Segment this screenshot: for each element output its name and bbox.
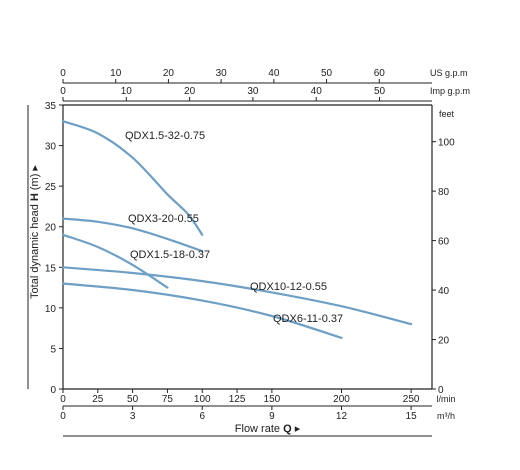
series-line: [61, 233, 169, 289]
y2-tick-label: 60: [438, 237, 450, 248]
series-label: QDX10-12-0.55: [250, 281, 327, 293]
us-gpm-tick-label: 40: [268, 68, 280, 79]
imp-gpm-tick-label: 30: [247, 86, 259, 97]
x2-tick-label: 12: [336, 411, 348, 422]
y-tick-label: 10: [45, 304, 57, 315]
y-tick-label: 5: [50, 344, 56, 355]
y-tick-label: 20: [45, 223, 57, 234]
x2-tick-label: 15: [406, 411, 418, 422]
imp-gpm-tick-label: 50: [374, 86, 386, 97]
x-tick-label: 0: [60, 394, 66, 405]
x2-tick-label: 6: [199, 411, 205, 422]
imp-gpm-tick-label: 20: [184, 86, 196, 97]
series-line: [61, 266, 413, 326]
x-tick-label: 150: [264, 394, 281, 405]
imp-gpm-tick-label: 0: [60, 86, 66, 97]
series-line: [61, 217, 204, 253]
x-tick-label: 200: [333, 394, 350, 405]
series-label: QDX6-11-0.37: [273, 313, 343, 325]
us-gpm-tick-label: 20: [163, 68, 175, 79]
y2-tick-label: 80: [438, 187, 450, 198]
series-label: QDX1.5-32-0.75: [125, 130, 205, 142]
imp-gpm-unit-label: Imp g.p.m: [430, 86, 470, 96]
y-tick-label: 15: [45, 263, 57, 274]
us-gpm-tick-label: 60: [374, 68, 386, 79]
series-line: [61, 120, 204, 236]
x-unit-label-lmin: l/min: [436, 394, 455, 404]
x-axis-title: Flow rate Q ▸: [235, 423, 301, 435]
x-tick-label: 50: [127, 394, 139, 405]
us-gpm-tick-label: 0: [60, 68, 66, 79]
x-tick-label: 25: [92, 394, 104, 405]
x-tick-label: 125: [229, 394, 246, 405]
x-tick-label: 100: [194, 394, 211, 405]
series-label: QDX3-20-0.55: [128, 213, 199, 225]
x-tick-label: 250: [403, 394, 420, 405]
y-axis-title: Total dynamic head H (m) ▸: [29, 165, 41, 299]
us-gpm-tick-label: 10: [110, 68, 122, 79]
x2-tick-label: 0: [60, 411, 66, 422]
series-label: QDX1.5-18-0.37: [130, 249, 210, 261]
y2-tick-label: 100: [438, 138, 455, 149]
us-gpm-tick-label: 30: [216, 68, 228, 79]
us-gpm-tick-label: 50: [321, 68, 333, 79]
y2-tick-label: 40: [438, 286, 450, 297]
y-tick-label: 25: [45, 182, 57, 193]
x-unit-label-m3h: m³/h: [437, 411, 455, 421]
x2-tick-label: 3: [130, 411, 136, 422]
y2-tick-label: 20: [438, 336, 450, 347]
us-gpm-unit-label: US g.p.m: [430, 68, 468, 78]
series-line: [61, 282, 343, 339]
y-tick-label: 35: [45, 101, 57, 112]
y2-unit-label: feet: [439, 109, 455, 119]
imp-gpm-tick-label: 10: [121, 86, 133, 97]
y-tick-label: 30: [45, 142, 57, 153]
x-tick-label: 75: [162, 394, 174, 405]
y2-tick-label: 0: [438, 385, 444, 396]
x2-tick-label: 9: [269, 411, 275, 422]
imp-gpm-tick-label: 40: [311, 86, 323, 97]
y-tick-label: 0: [50, 385, 56, 396]
